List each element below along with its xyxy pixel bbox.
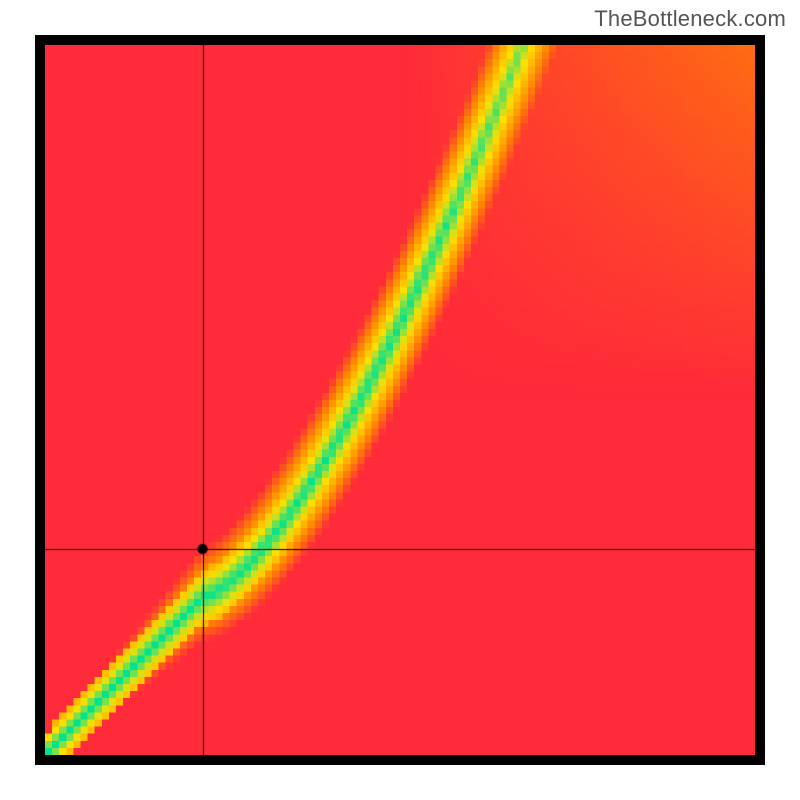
root: TheBottleneck.com xyxy=(0,0,800,800)
watermark-text: TheBottleneck.com xyxy=(594,6,786,32)
heatmap-canvas xyxy=(45,45,755,755)
bottleneck-heatmap xyxy=(35,35,765,765)
